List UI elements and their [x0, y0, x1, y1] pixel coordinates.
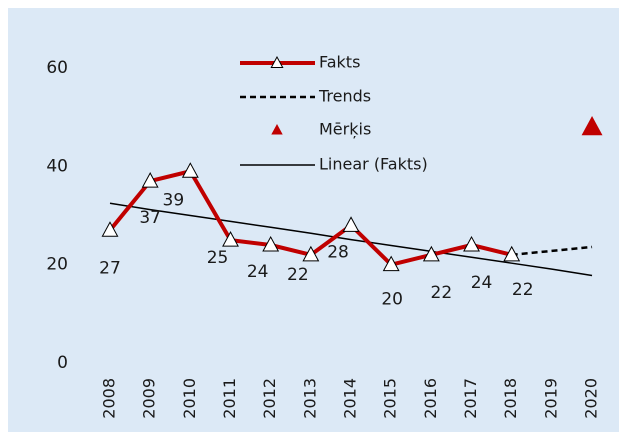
- point-marker: [101, 221, 119, 237]
- point-marker: [503, 245, 521, 262]
- y-tick-label: 20: [46, 255, 68, 275]
- x-tick-label: 2010: [180, 378, 199, 419]
- legend-label: Linear (Fakts): [319, 155, 428, 174]
- y-tick-label: 60: [46, 58, 68, 78]
- point-marker: [181, 162, 199, 178]
- x-tick-label: 2015: [381, 378, 400, 419]
- legend-label: Mērķis: [319, 120, 371, 139]
- x-tick-label: 2013: [300, 378, 319, 419]
- x-tick-label: 2017: [461, 378, 480, 419]
- point-marker: [382, 255, 400, 272]
- x-tick-label: 2012: [260, 378, 279, 419]
- point-marker: [302, 245, 320, 262]
- x-tick-label: 2020: [582, 378, 601, 419]
- point-marker: [463, 235, 480, 252]
- data-label: 24: [247, 262, 269, 282]
- x-tick-label: 2019: [541, 378, 560, 419]
- data-label: 22: [287, 265, 309, 285]
- y-tick-label: 40: [46, 156, 68, 176]
- x-tick-label: 2016: [421, 378, 440, 419]
- point-marker: [422, 245, 440, 262]
- data-label: 22: [512, 280, 534, 300]
- data-label: 39: [163, 190, 185, 210]
- data-label: 20: [381, 290, 403, 310]
- data-label: 37: [139, 208, 161, 228]
- data-label: 25: [207, 248, 229, 268]
- x-tick-label: 2014: [341, 378, 360, 419]
- legend-marker: [270, 55, 284, 68]
- legend-label: Trends: [318, 87, 371, 106]
- point-marker: [581, 116, 603, 136]
- x-tick-label: 2011: [220, 378, 239, 419]
- series-line: [109, 202, 593, 277]
- point-marker: [222, 231, 239, 247]
- series-line: [511, 245, 593, 257]
- data-label: 22: [431, 283, 453, 303]
- x-tick-label: 2018: [501, 378, 520, 419]
- x-tick-label: 2008: [100, 378, 119, 419]
- data-label: 27: [99, 258, 121, 278]
- point-marker: [342, 216, 360, 232]
- data-label: 24: [471, 273, 493, 293]
- point-marker: [141, 172, 159, 188]
- legend-label: Fakts: [319, 53, 360, 72]
- legend-marker: [271, 124, 283, 135]
- chart-background: [8, 8, 619, 432]
- y-tick-label: 0: [57, 353, 68, 373]
- x-tick-label: 2009: [140, 378, 159, 419]
- point-marker: [262, 235, 280, 252]
- data-label: 28: [327, 242, 349, 262]
